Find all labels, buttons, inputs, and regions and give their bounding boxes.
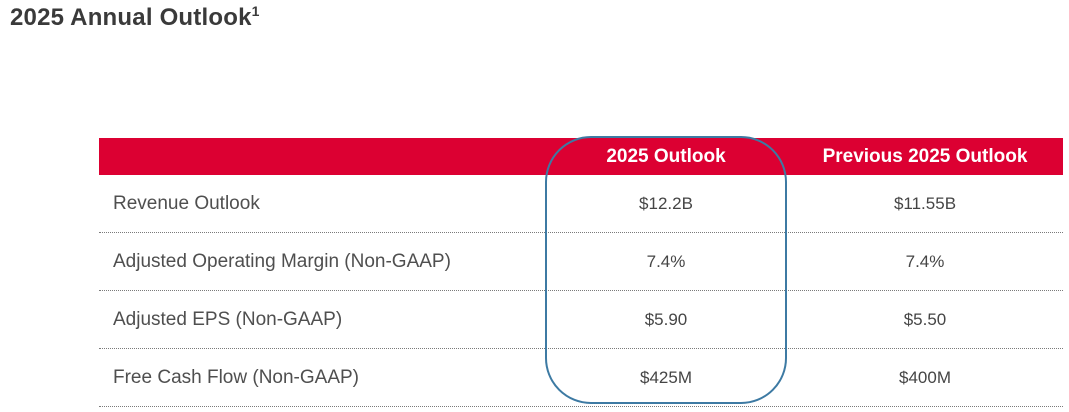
- row-value-2025-outlook: 7.4%: [646, 251, 686, 271]
- row-value-2025-outlook: $12.2B: [639, 193, 693, 213]
- row-label: Free Cash Flow (Non-GAAP): [113, 366, 360, 388]
- table-row-adjusted-eps: Adjusted EPS (Non-GAAP) $5.90 $5.50: [99, 291, 1063, 349]
- row-value-previous-outlook: $11.55B: [893, 193, 957, 213]
- row-label: Adjusted EPS (Non-GAAP): [113, 308, 343, 330]
- table-row-revenue-outlook: Revenue Outlook $12.2B $11.55B: [99, 175, 1063, 233]
- table-row-adjusted-operating-margin: Adjusted Operating Margin (Non-GAAP) 7.4…: [99, 233, 1063, 291]
- outlook-table: 2025 Outlook Previous 2025 Outlook Reven…: [99, 136, 1063, 407]
- row-value-2025-outlook: $5.90: [644, 309, 688, 329]
- header-cell-2025-outlook: 2025 Outlook: [606, 145, 726, 167]
- page-title-text: 2025 Annual Outlook: [10, 4, 252, 31]
- row-value-previous-outlook: $5.50: [903, 309, 947, 329]
- page-title-footnote-marker: 1: [251, 3, 260, 19]
- table-row-free-cash-flow: Free Cash Flow (Non-GAAP) $425M $400M: [99, 349, 1063, 407]
- page-title: 2025 Annual Outlook1: [10, 4, 260, 32]
- row-value-2025-outlook: $425M: [640, 367, 692, 387]
- header-cell-previous-2025-outlook: Previous 2025 Outlook: [822, 145, 1028, 167]
- row-label: Adjusted Operating Margin (Non-GAAP): [113, 250, 451, 272]
- row-value-previous-outlook: $400M: [899, 367, 951, 387]
- table-header-row: 2025 Outlook Previous 2025 Outlook: [99, 138, 1063, 175]
- row-value-previous-outlook: 7.4%: [905, 251, 945, 271]
- row-label: Revenue Outlook: [113, 192, 260, 214]
